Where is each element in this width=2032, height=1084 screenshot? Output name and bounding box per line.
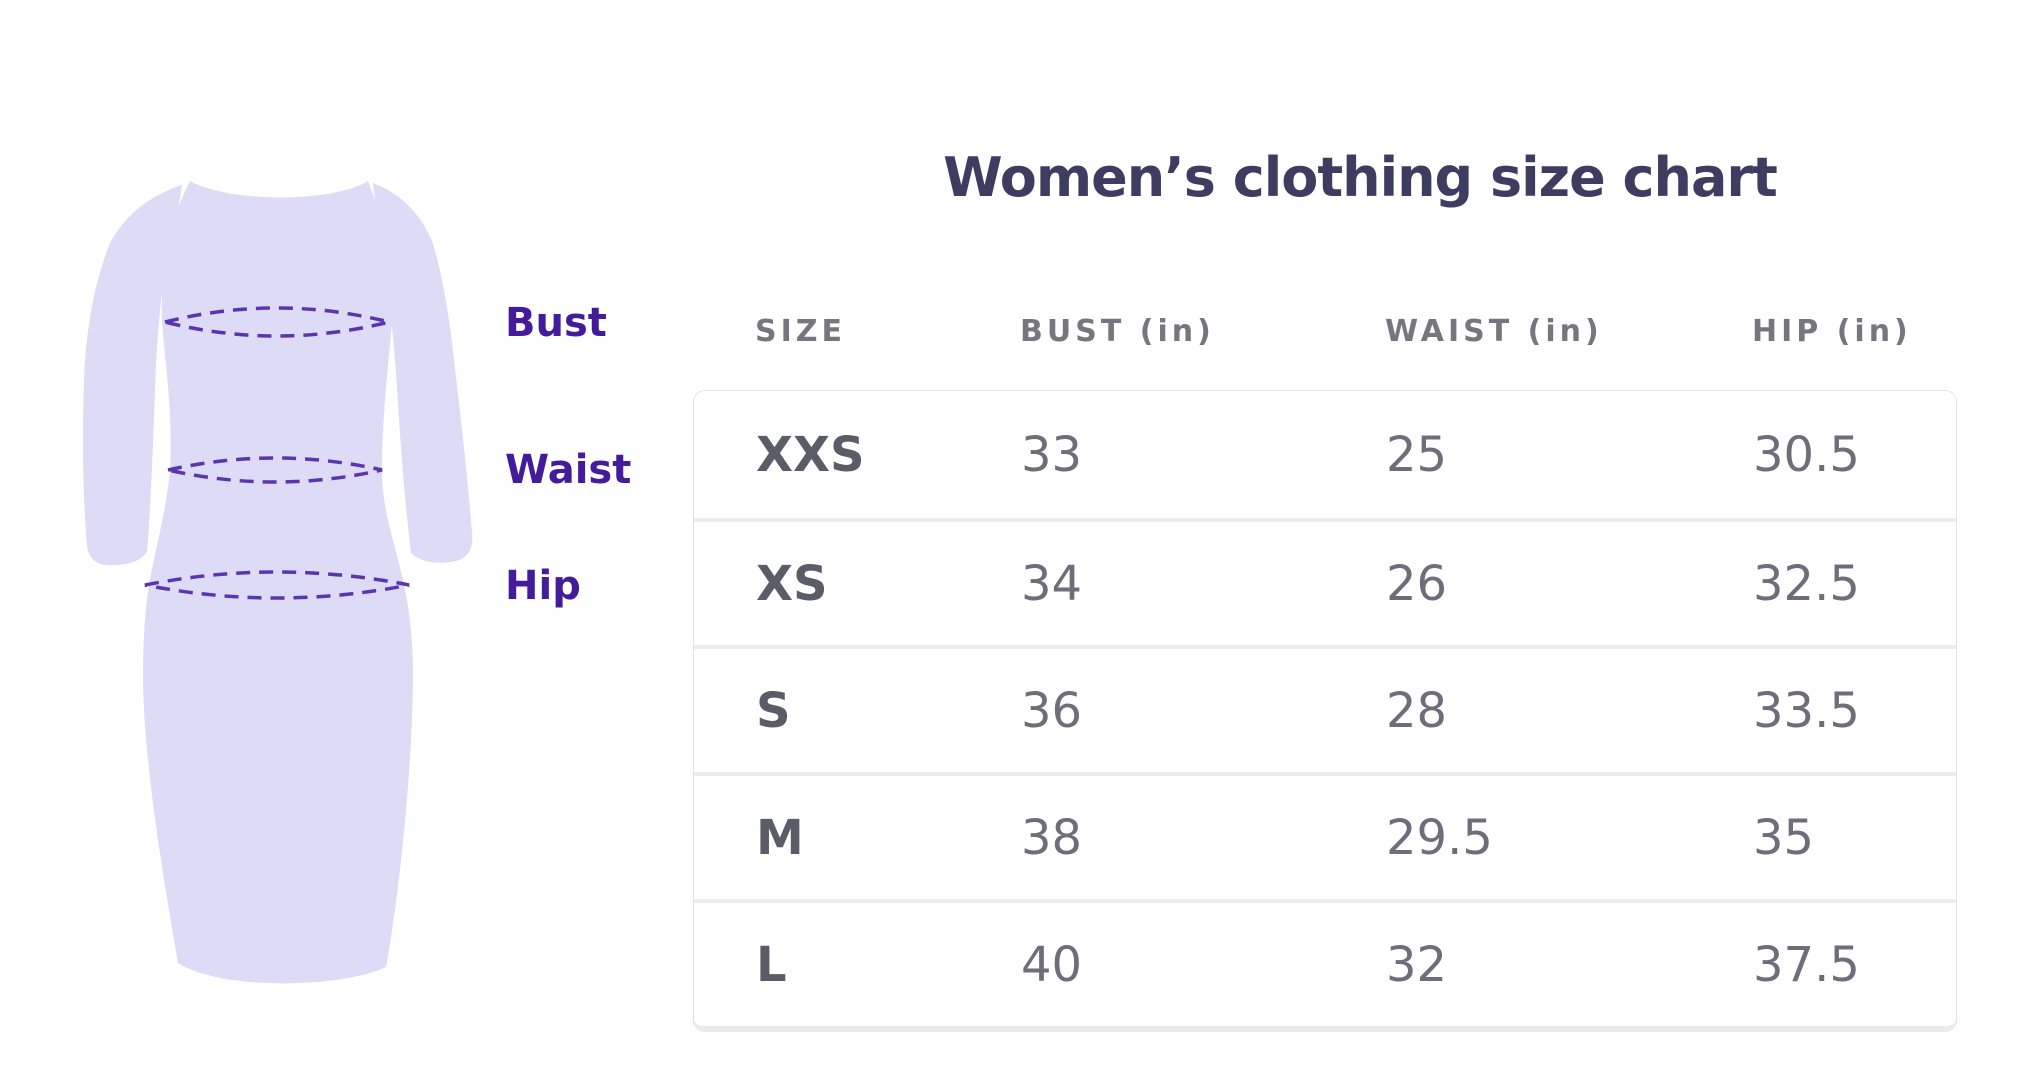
size-table: XXS 33 25 30.5 XS 34 26 32.5 S 36 28 33.… xyxy=(693,390,1957,1032)
cell-bust: 34 xyxy=(1021,555,1083,612)
table-header: SIZE BUST (in) WAIST (in) HIP (in) xyxy=(693,305,1957,357)
measurement-label-bust: Bust xyxy=(505,300,607,346)
cell-waist: 28 xyxy=(1386,682,1448,739)
cell-size: M xyxy=(756,809,804,866)
cell-size: L xyxy=(756,936,787,993)
cell-hip: 32.5 xyxy=(1753,555,1860,612)
cell-hip: 30.5 xyxy=(1753,426,1860,483)
dress-body-shape xyxy=(143,181,413,984)
cell-bust: 33 xyxy=(1021,426,1083,483)
cell-bust: 40 xyxy=(1021,936,1083,993)
page-title: Women’s clothing size chart xyxy=(943,146,1778,209)
waist-ring-icon xyxy=(167,456,383,484)
bust-ring-icon xyxy=(164,306,390,338)
table-row: XS 34 26 32.5 xyxy=(694,518,1956,645)
cell-waist: 32 xyxy=(1386,936,1448,993)
cell-size: XXS xyxy=(756,426,865,483)
dress-left-sleeve-shape xyxy=(83,185,182,566)
table-row: M 38 29.5 35 xyxy=(694,772,1956,899)
cell-bust: 36 xyxy=(1021,682,1083,739)
measurement-label-hip: Hip xyxy=(505,563,581,609)
table-row: S 36 28 33.5 xyxy=(694,645,1956,772)
header-cell-bust: BUST (in) xyxy=(1020,313,1215,349)
hip-ring-icon xyxy=(144,570,410,600)
cell-bust: 38 xyxy=(1021,809,1083,866)
cell-hip: 37.5 xyxy=(1753,936,1860,993)
table-row: L 40 32 37.5 xyxy=(694,899,1956,1026)
cell-hip: 35 xyxy=(1753,809,1815,866)
cell-waist: 26 xyxy=(1386,555,1448,612)
cell-hip: 33.5 xyxy=(1753,682,1860,739)
cell-size: S xyxy=(756,682,791,739)
header-cell-size: SIZE xyxy=(755,313,847,349)
dress-right-sleeve-shape xyxy=(373,183,473,563)
header-cell-waist: WAIST (in) xyxy=(1385,313,1603,349)
cell-waist: 29.5 xyxy=(1386,809,1493,866)
header-cell-hip: HIP (in) xyxy=(1752,313,1912,349)
cell-waist: 25 xyxy=(1386,426,1448,483)
cell-size: XS xyxy=(756,555,828,612)
dress-figure xyxy=(70,145,480,1025)
dress-illustration-icon xyxy=(83,181,473,984)
table-row: XXS 33 25 30.5 xyxy=(694,391,1956,518)
measurement-label-waist: Waist xyxy=(505,447,632,493)
